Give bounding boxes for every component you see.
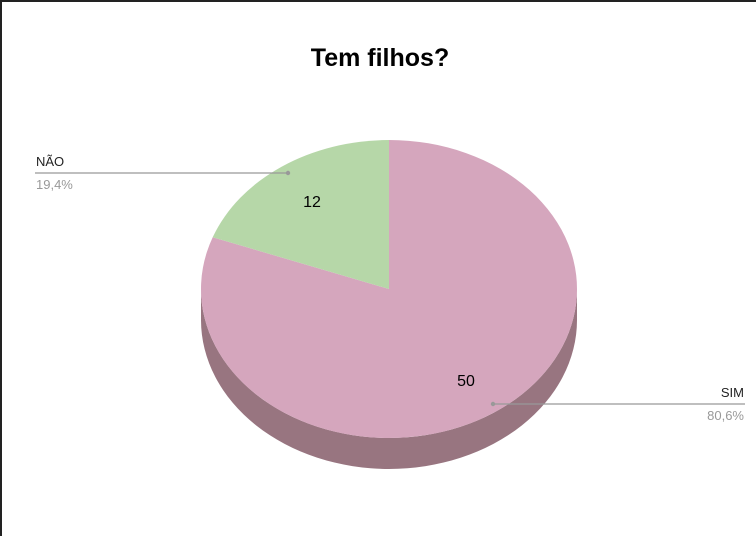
leader-dot-nao <box>285 170 291 176</box>
category-label-nao: NÃO <box>36 154 64 169</box>
slice-nao <box>212 140 389 289</box>
chart-title: Tem filhos? <box>310 44 450 72</box>
percent-label-nao: 19,4% <box>36 177 73 192</box>
value-label-nao: 12 <box>303 194 321 211</box>
category-label-sim: SIM <box>721 385 744 400</box>
value-label-sim: 50 <box>457 373 475 390</box>
slice-side-sim <box>201 289 577 469</box>
leader-dot-sim <box>490 401 496 407</box>
percent-label-sim: 80,6% <box>707 408 744 423</box>
